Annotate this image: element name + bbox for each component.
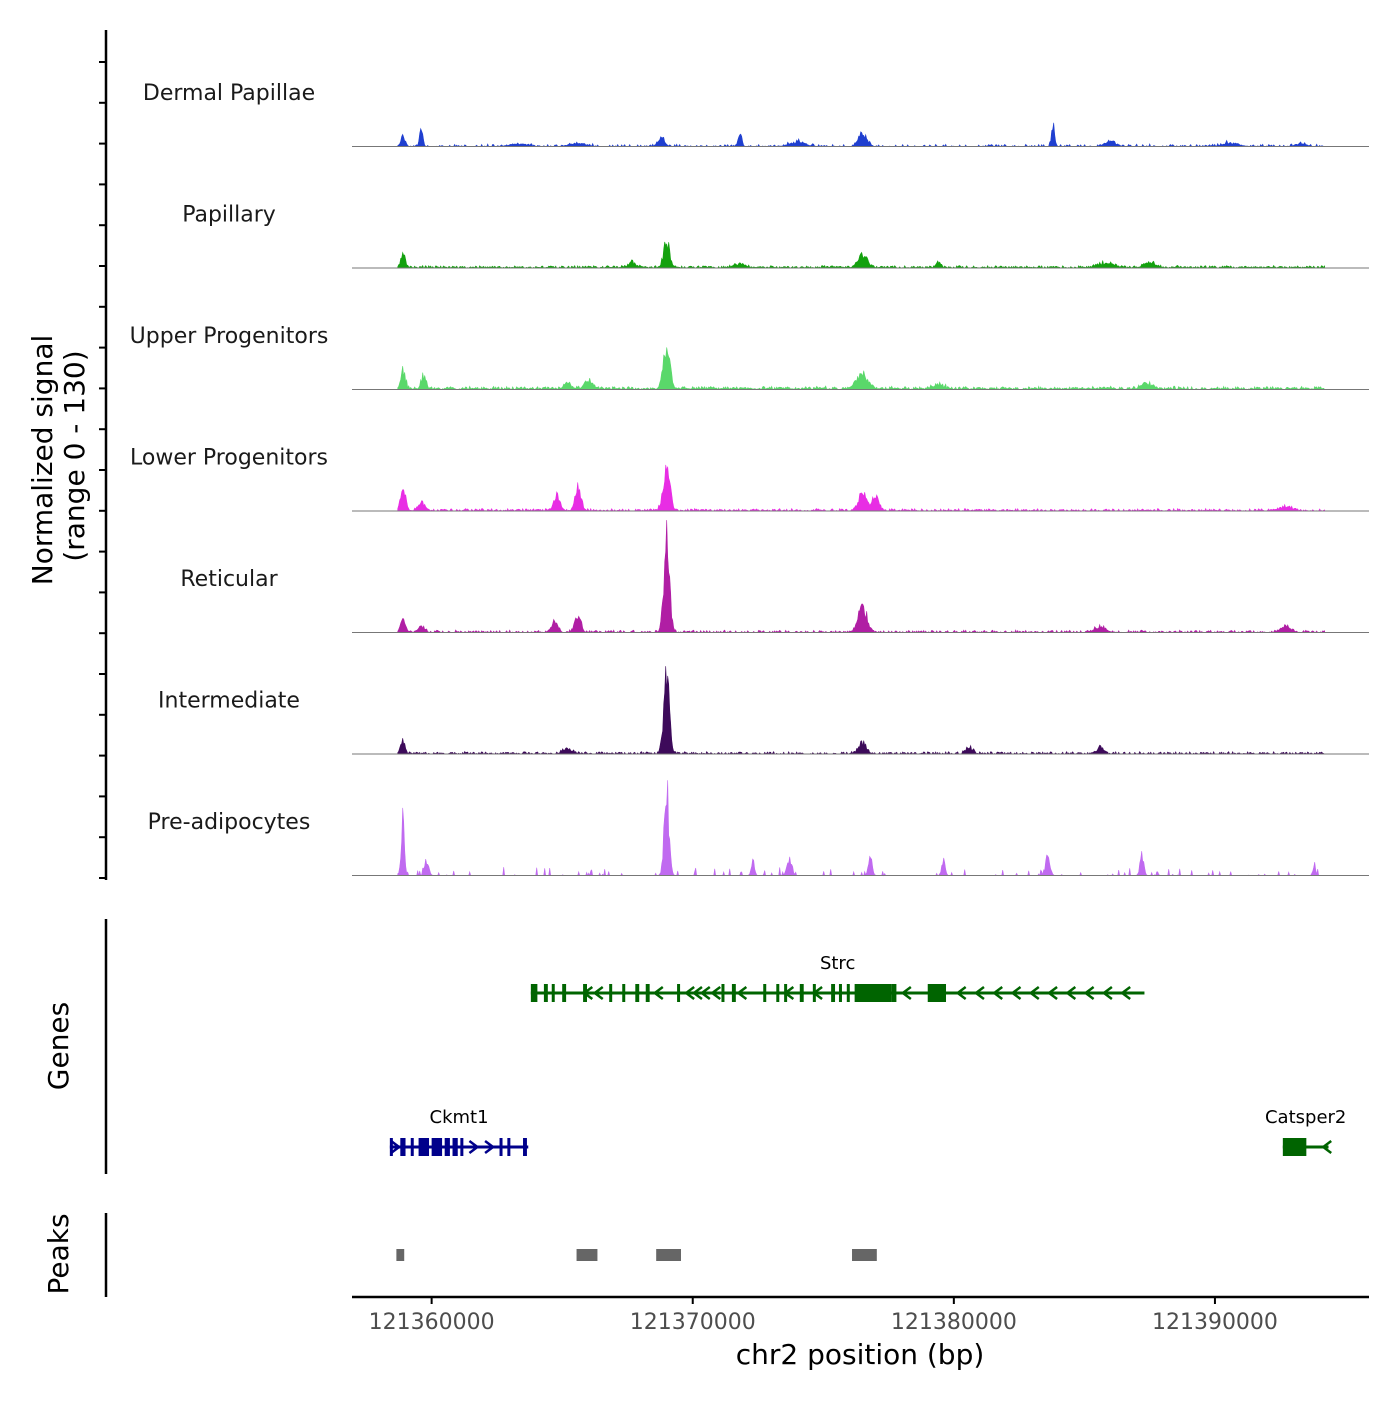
gene-Ckmt1-strand-arrow-1 bbox=[468, 1140, 480, 1154]
gene-Strc-strand-arrow-17 bbox=[1046, 986, 1058, 1000]
genes-ylabel: Genes bbox=[42, 1002, 75, 1090]
signal-ylabel-range: (range 0 - 130) bbox=[58, 350, 91, 561]
peaks-ylabel: Peaks bbox=[42, 1213, 75, 1294]
peak-track bbox=[396, 1249, 877, 1261]
track-label-0: Dermal Papillae bbox=[143, 81, 315, 106]
track-label-6: Pre-adipocytes bbox=[148, 810, 311, 835]
gene-Ckmt1-exon-8 bbox=[499, 1138, 503, 1156]
gene-Ckmt1-exon-4 bbox=[431, 1138, 443, 1156]
gene-Strc-exon-15 bbox=[799, 984, 804, 1002]
gene-Ckmt1-exon-10 bbox=[523, 1138, 527, 1156]
gene-Strc-strand-arrow-3 bbox=[684, 986, 695, 1000]
signal-tracks: Dermal Papillae Papillary Upper Progenitor… bbox=[130, 81, 1369, 877]
gene-Strc-strand-arrow-14 bbox=[992, 986, 1003, 1000]
x-axis-label: chr2 position (bp) bbox=[736, 1338, 985, 1371]
gene-Strc-exon-1 bbox=[543, 984, 548, 1002]
peak-region-2 bbox=[656, 1249, 681, 1261]
gene-Strc-strand-arrow-18 bbox=[1065, 986, 1077, 1000]
gene-Ckmt1-exon-6 bbox=[452, 1138, 458, 1156]
gene-Strc-strand-arrow-21 bbox=[1120, 986, 1131, 1000]
gene-Strc-strand-arrow-13 bbox=[973, 986, 985, 1000]
gene-Strc-exon-11 bbox=[731, 984, 736, 1002]
signal-area-5 bbox=[397, 666, 1325, 755]
gene-Ckmt1-strand-arrow-2 bbox=[484, 1140, 496, 1154]
gene-Strc-exon-5 bbox=[609, 984, 613, 1002]
gene-Strc-strand-arrow-20 bbox=[1101, 986, 1113, 1000]
peak-region-1 bbox=[576, 1249, 598, 1261]
gene-Catsper2-exon-0 bbox=[1282, 1138, 1307, 1156]
gene-label-Strc: Strc bbox=[820, 953, 855, 974]
track-label-4: Reticular bbox=[180, 567, 278, 592]
gene-Ckmt1-exon-2 bbox=[410, 1138, 414, 1156]
gene-Strc-exon-4 bbox=[583, 984, 587, 1002]
peak-region-3 bbox=[852, 1249, 877, 1261]
gene-Strc-exon-21 bbox=[891, 984, 897, 1002]
gene-Strc-exon-19 bbox=[846, 984, 850, 1002]
gene-track: Strc Ckmt1 Catsper2 bbox=[389, 953, 1346, 1156]
gene-Strc-strand-arrow-2 bbox=[652, 986, 664, 1000]
signal-area-0 bbox=[397, 122, 1325, 148]
gene-Strc-strand-arrow-5 bbox=[699, 986, 711, 1000]
gene-Strc-exon-13 bbox=[776, 984, 780, 1002]
x-tick-label-0: 121360000 bbox=[369, 1310, 495, 1335]
signal-area-4 bbox=[397, 520, 1326, 634]
gene-Strc-strand-arrow-7 bbox=[736, 986, 748, 1000]
peak-region-0 bbox=[396, 1249, 405, 1261]
signal-area-2 bbox=[397, 347, 1326, 391]
gene-Strc-exon-10 bbox=[721, 984, 725, 1002]
gene-Strc-exon-8 bbox=[645, 984, 650, 1002]
gene-Ckmt1-exon-1 bbox=[400, 1138, 406, 1156]
x-tick-label-2: 121380000 bbox=[891, 1310, 1017, 1335]
x-tick-label-3: 121390000 bbox=[1152, 1310, 1278, 1335]
gene-Strc-exon-6 bbox=[622, 984, 626, 1002]
signal-area-1 bbox=[397, 241, 1326, 269]
gene-Strc-strand-arrow-16 bbox=[1028, 986, 1040, 1000]
gene-Strc-strand-arrow-15 bbox=[1010, 986, 1022, 1000]
gene-Strc-exon-18 bbox=[838, 984, 842, 1002]
gene-Strc-exon-2 bbox=[551, 984, 555, 1002]
gene-Strc-exon-12 bbox=[763, 984, 767, 1002]
gene-Strc-exon-9 bbox=[677, 984, 681, 1002]
gene-label-Ckmt1: Ckmt1 bbox=[430, 1107, 489, 1128]
gene-Ckmt1-exon-7 bbox=[460, 1138, 464, 1156]
track-label-3: Lower Progenitors bbox=[130, 446, 328, 471]
signal-area-6 bbox=[397, 780, 1325, 877]
gene-Catsper2-strand-arrow-0 bbox=[1321, 1140, 1332, 1154]
gene-Strc-strand-arrow-6 bbox=[710, 986, 721, 1000]
gene-Strc-exon-22 bbox=[927, 984, 947, 1002]
track-label-2: Upper Progenitors bbox=[130, 324, 329, 349]
gene-Strc-exon-3 bbox=[562, 984, 567, 1002]
x-tick-label-1: 121370000 bbox=[630, 1310, 756, 1335]
gene-Strc-exon-7 bbox=[635, 984, 640, 1002]
track-label-5: Intermediate bbox=[158, 689, 300, 714]
gene-Strc-exon-16 bbox=[812, 984, 816, 1002]
track-label-1: Papillary bbox=[182, 203, 276, 228]
axes: 121360000 121370000 121380000 121390000 bbox=[99, 30, 1369, 1335]
gene-Ckmt1-exon-9 bbox=[507, 1138, 511, 1156]
gene-Strc-strand-arrow-1 bbox=[592, 986, 604, 1000]
gene-Ckmt1-strand-arrow-0 bbox=[390, 1140, 402, 1154]
gene-Strc-strand-arrow-11 bbox=[900, 986, 912, 1000]
gene-Strc-exon-0 bbox=[530, 984, 538, 1002]
gene-label-Catsper2: Catsper2 bbox=[1265, 1107, 1346, 1128]
gene-Strc-exon-20 bbox=[854, 984, 892, 1002]
gene-Ckmt1-exon-5 bbox=[444, 1138, 450, 1156]
gene-Strc-exon-14 bbox=[784, 984, 788, 1002]
gene-Strc-strand-arrow-19 bbox=[1083, 986, 1095, 1000]
signal-ylabel: Normalized signal bbox=[26, 335, 59, 586]
gene-Strc-strand-arrow-12 bbox=[955, 986, 967, 1000]
gene-Ckmt1-exon-0 bbox=[389, 1138, 393, 1156]
gene-Strc-exon-17 bbox=[831, 984, 836, 1002]
signal-area-3 bbox=[397, 464, 1326, 512]
gene-Strc-strand-arrow-4 bbox=[691, 986, 703, 1000]
gene-Ckmt1-exon-3 bbox=[418, 1138, 430, 1156]
